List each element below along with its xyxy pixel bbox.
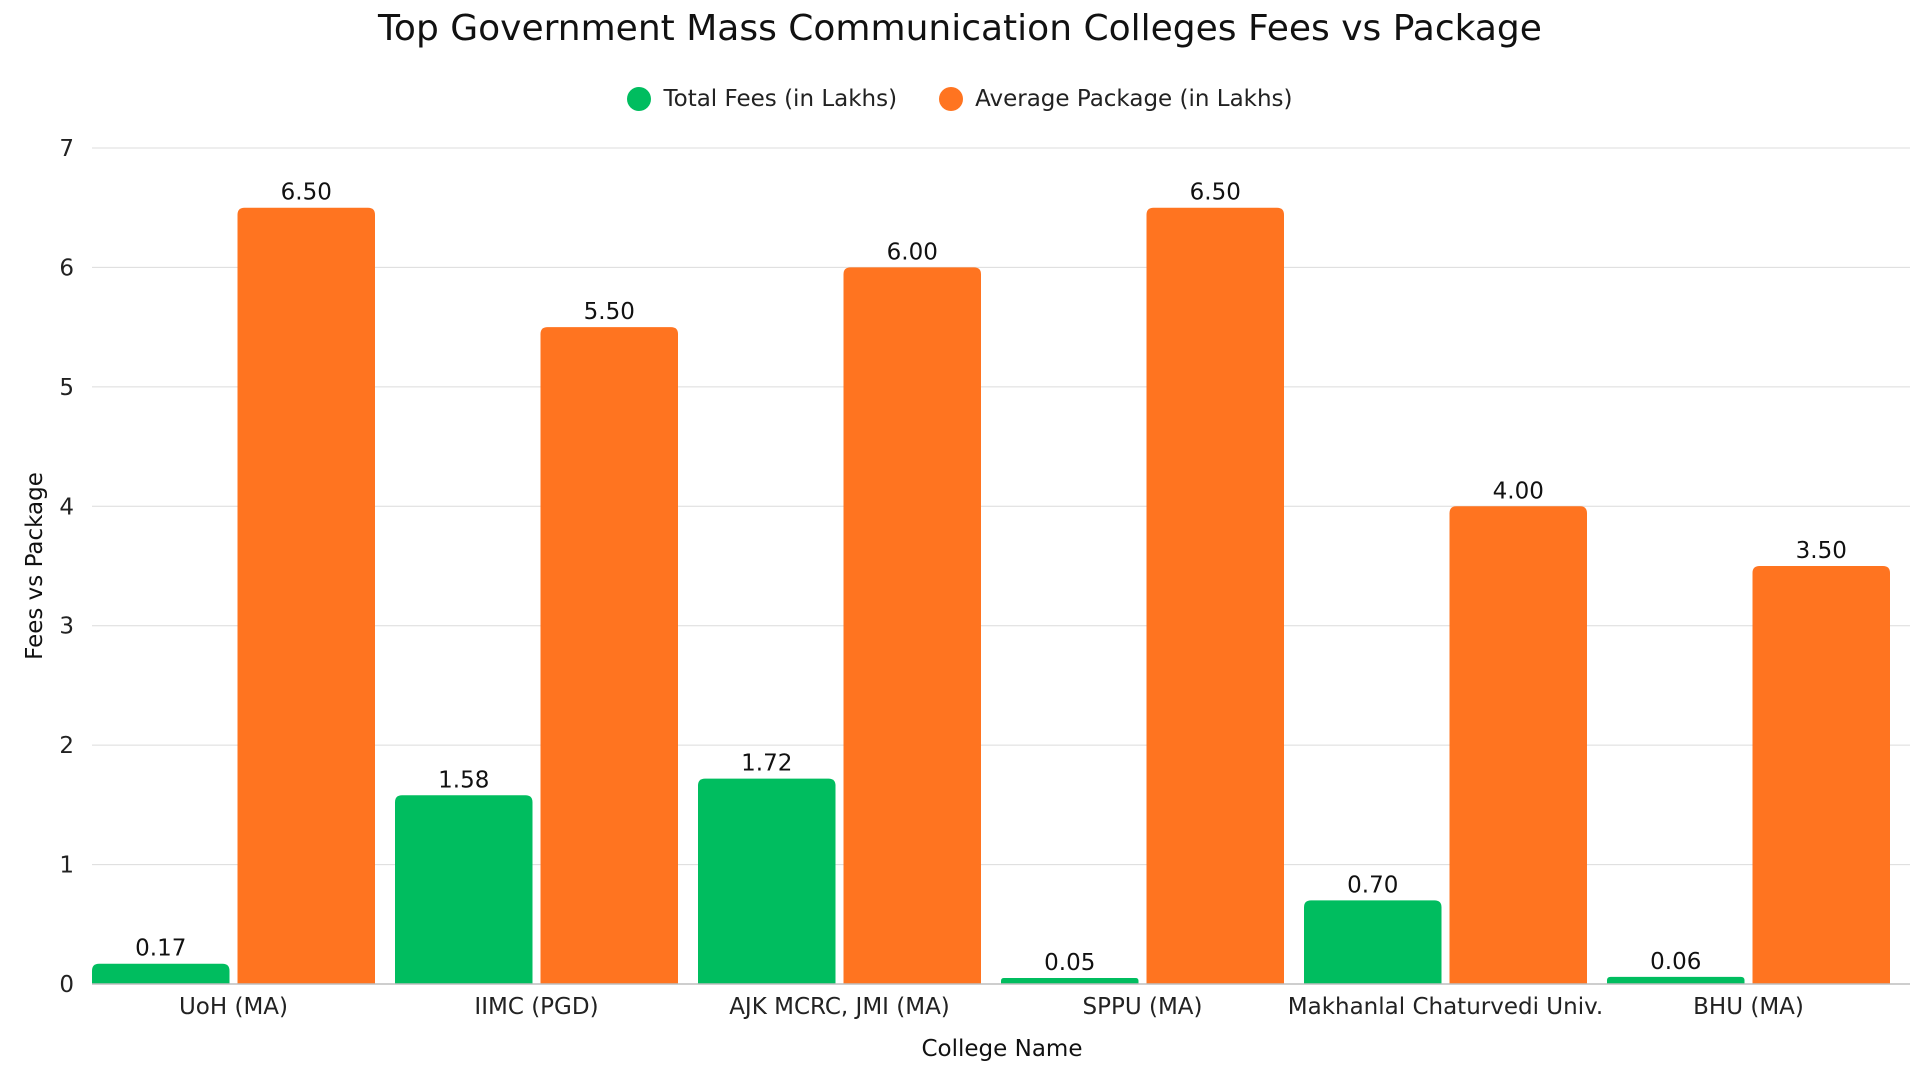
y-tick-label: 1	[59, 853, 74, 879]
axes: 0 1 2 3 4 5 6 7 UoH (MA) IIMC (PGD) AJK MCRC, JMI …	[59, 136, 1910, 1020]
value-label-total-fees: 1.72	[741, 751, 792, 777]
x-tick-label: UoH (MA)	[179, 994, 288, 1020]
value-label-average-package: 6.00	[887, 239, 938, 265]
value-label-average-package: 6.50	[281, 180, 332, 206]
value-labels: 0.17 6.50 1.58 5.50 1.72 6.00 0.05 6.50 0.70 4.00…	[135, 180, 1847, 976]
x-tick-label: IIMC (PGD)	[474, 994, 598, 1020]
value-label-total-fees: 0.06	[1650, 949, 1701, 975]
value-label-total-fees: 0.05	[1044, 950, 1095, 976]
gridlines	[92, 147, 1910, 866]
chart-title: Top Government Mass Communication Colleg…	[378, 8, 1542, 49]
value-label-total-fees: 1.58	[438, 767, 489, 793]
legend-label-fees: Total Fees (in Lakhs)	[663, 86, 898, 112]
y-tick-label: 0	[59, 972, 74, 998]
bar-average-package	[1752, 566, 1890, 984]
bar-total-fees	[92, 963, 230, 984]
x-tick-label: BHU (MA)	[1693, 994, 1804, 1020]
y-axis-title: Fees vs Package	[22, 472, 48, 660]
legend-swatch-package	[939, 87, 964, 111]
bar-total-fees	[698, 778, 836, 984]
bar-average-package	[843, 267, 981, 984]
bar-average-package	[1146, 207, 1284, 984]
value-label-total-fees: 0.17	[135, 936, 186, 962]
y-tick-label: 4	[59, 494, 74, 520]
value-label-average-package: 3.50	[1796, 538, 1847, 564]
bar-total-fees	[1607, 976, 1745, 984]
legend-item-package: Average Package (in Lakhs)	[939, 86, 1293, 112]
bar-average-package	[237, 207, 375, 984]
y-tick-label: 5	[59, 375, 74, 401]
value-label-average-package: 6.50	[1190, 180, 1241, 206]
value-label-average-package: 5.50	[584, 299, 635, 325]
x-tick-label: SPPU (MA)	[1082, 994, 1202, 1020]
bar-total-fees	[395, 795, 533, 984]
bar-total-fees	[1304, 900, 1442, 984]
bars	[92, 207, 1890, 985]
y-tick-label: 3	[59, 614, 74, 640]
legend-label-package: Average Package (in Lakhs)	[975, 86, 1293, 112]
y-tick-label: 7	[59, 136, 74, 162]
x-axis-title: College Name	[922, 1036, 1083, 1062]
legend: Total Fees (in Lakhs) Average Package (i…	[0, 86, 1920, 112]
x-tick-label: AJK MCRC, JMI (MA)	[729, 994, 950, 1020]
bar-average-package	[1449, 506, 1587, 984]
legend-swatch-fees	[627, 87, 652, 111]
bar-total-fees	[1001, 978, 1139, 984]
value-label-average-package: 4.00	[1493, 478, 1544, 504]
value-label-total-fees: 0.70	[1347, 872, 1398, 898]
x-tick-label: Makhanlal Chaturvedi Univ.	[1288, 994, 1603, 1020]
y-tick-label: 2	[59, 733, 74, 759]
bar-average-package	[540, 327, 678, 985]
y-tick-label: 6	[59, 255, 74, 281]
legend-item-fees: Total Fees (in Lakhs)	[627, 86, 897, 112]
